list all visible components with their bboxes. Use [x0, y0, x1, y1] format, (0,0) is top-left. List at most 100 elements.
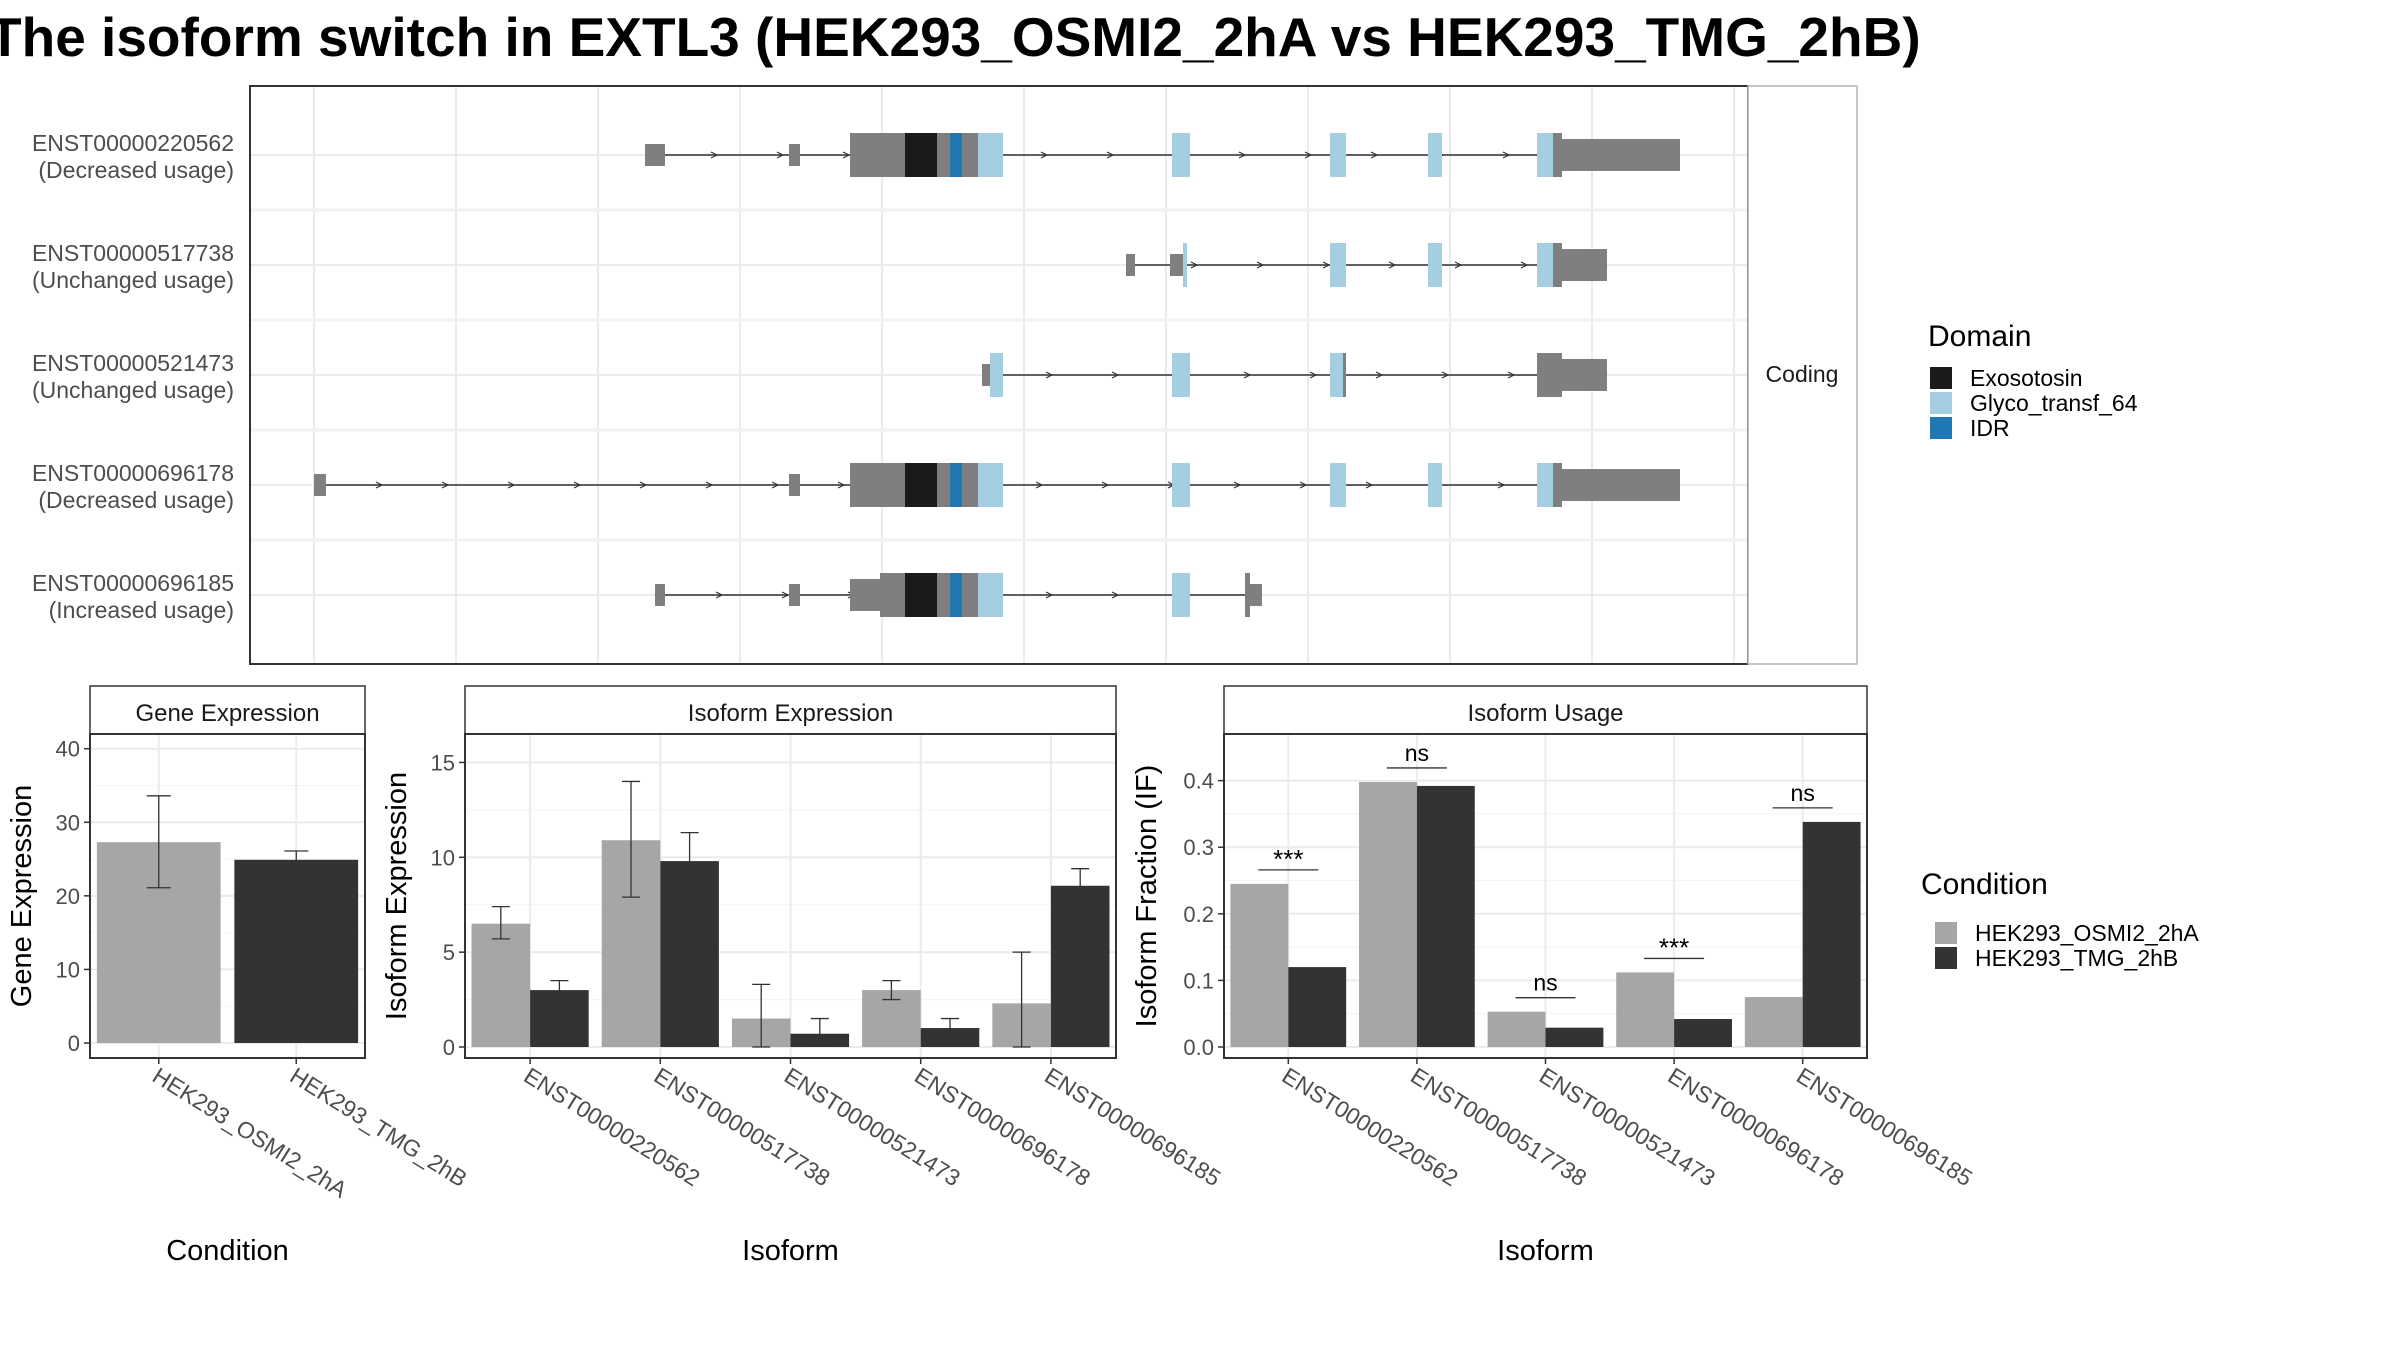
- exon-block: [1562, 139, 1680, 171]
- legend-swatch: [1930, 392, 1952, 414]
- exon-block: [1428, 463, 1442, 507]
- direction-arrow: [1388, 261, 1397, 269]
- panel-strip: [89, 685, 366, 735]
- exon-block: [880, 573, 905, 617]
- exon-block: [1245, 573, 1250, 617]
- exon-block: [655, 584, 665, 606]
- axis-title-y: Gene Expression: [6, 785, 38, 1007]
- legend-label: HEK293_TMG_2hB: [1975, 945, 2178, 971]
- exon-block: [937, 463, 950, 507]
- isoform-usage-label: (Unchanged usage): [32, 377, 234, 403]
- exon-block: [1428, 243, 1442, 287]
- exon-block: [937, 133, 950, 177]
- direction-arrow: [1299, 481, 1308, 489]
- exon-block: [978, 463, 1003, 507]
- legend-swatch: [1930, 417, 1952, 439]
- tick-label-y: 0.2: [1183, 902, 1214, 927]
- exon-block: [1170, 254, 1183, 276]
- direction-arrow: [1111, 371, 1120, 379]
- axis-title-x: Isoform: [742, 1235, 839, 1267]
- significance-label: ns: [1533, 970, 1557, 996]
- bar: [1416, 785, 1475, 1047]
- exon-block: [1537, 243, 1553, 287]
- exon-block: [1250, 584, 1262, 606]
- bar: [1050, 885, 1110, 1047]
- significance-label: ***: [1659, 932, 1689, 962]
- isoform-usage-label: (Increased usage): [49, 597, 234, 623]
- exon-block: [850, 579, 880, 611]
- exon-block: [314, 474, 326, 496]
- exon-block: [962, 573, 978, 617]
- direction-arrow: [710, 151, 719, 159]
- exon-block: [978, 573, 1003, 617]
- tick-label-y: 0.1: [1183, 968, 1214, 993]
- exon-block: [645, 144, 665, 166]
- legend-label: HEK293_OSMI2_2hA: [1975, 920, 2199, 946]
- axis-title-x: Condition: [166, 1235, 289, 1267]
- exon-block: [1537, 133, 1553, 177]
- exon-block: [1562, 359, 1607, 391]
- direction-arrow: [715, 591, 724, 599]
- transcript-model: [655, 573, 1262, 617]
- transcript-model: [982, 353, 1607, 397]
- exon-block: [789, 144, 800, 166]
- bar: [1230, 883, 1289, 1047]
- direction-arrow: [1441, 371, 1450, 379]
- panel-title: Isoform Expression: [688, 700, 893, 727]
- exon-block: [905, 133, 937, 177]
- direction-arrow: [705, 481, 714, 489]
- exon-block: [1553, 243, 1562, 287]
- tick-label-y: 0: [443, 1035, 455, 1060]
- direction-arrow: [639, 481, 648, 489]
- exon-block: [789, 584, 800, 606]
- bar: [1744, 997, 1803, 1047]
- axis-title-y: Isoform Fraction (IF): [1131, 765, 1163, 1028]
- figure-title: The isoform switch in EXTL3 (HEK293_OSMI…: [0, 6, 1921, 68]
- exon-block: [905, 573, 937, 617]
- direction-arrow: [1520, 261, 1529, 269]
- bar: [1487, 1011, 1546, 1047]
- transcript-model: [1126, 243, 1607, 287]
- direction-arrow: [1309, 371, 1318, 379]
- bar: [471, 923, 531, 1047]
- direction-arrow: [1497, 481, 1506, 489]
- exon-block: [1553, 133, 1562, 177]
- direction-arrow: [1045, 371, 1054, 379]
- direction-arrow: [1256, 261, 1265, 269]
- exon-block: [1562, 469, 1680, 501]
- exon-block: [978, 133, 1003, 177]
- isoform-usage-chart: Isoform Usage0.00.10.20.30.4***ENST00000…: [1131, 685, 1977, 1267]
- direction-arrow: [1111, 591, 1120, 599]
- legend-swatch: [1935, 922, 1957, 944]
- panel-title: Isoform Usage: [1467, 700, 1623, 727]
- isoform-usage-label: (Decreased usage): [38, 157, 234, 183]
- direction-arrow: [842, 151, 851, 159]
- legend-swatch: [1930, 367, 1952, 389]
- exon-block: [1330, 133, 1346, 177]
- direction-arrow: [507, 481, 516, 489]
- transcript-model: [314, 463, 1680, 507]
- legend-label: Exosotosin: [1970, 365, 2083, 391]
- direction-arrow: [1365, 481, 1374, 489]
- legend-swatch: [1935, 947, 1957, 969]
- exon-block: [1330, 463, 1346, 507]
- exon-block: [1183, 243, 1187, 287]
- exon-block: [1428, 133, 1442, 177]
- isoform-id-label: ENST00000696178: [32, 460, 234, 486]
- isoform-id-label: ENST00000220562: [32, 130, 234, 156]
- tick-label-y: 40: [56, 737, 80, 762]
- direction-arrow: [1233, 481, 1242, 489]
- direction-arrow: [1106, 151, 1115, 159]
- direction-arrow: [1243, 371, 1252, 379]
- tick-label-y: 30: [56, 810, 80, 835]
- panel-border: [89, 733, 366, 1059]
- direction-arrow: [1454, 261, 1463, 269]
- bar: [1545, 1027, 1604, 1047]
- direction-arrow: [1304, 151, 1313, 159]
- tick-label-y: 15: [431, 750, 455, 775]
- isoform-usage-label: (Decreased usage): [38, 487, 234, 513]
- significance-label: ***: [1273, 844, 1303, 874]
- exon-block: [950, 463, 962, 507]
